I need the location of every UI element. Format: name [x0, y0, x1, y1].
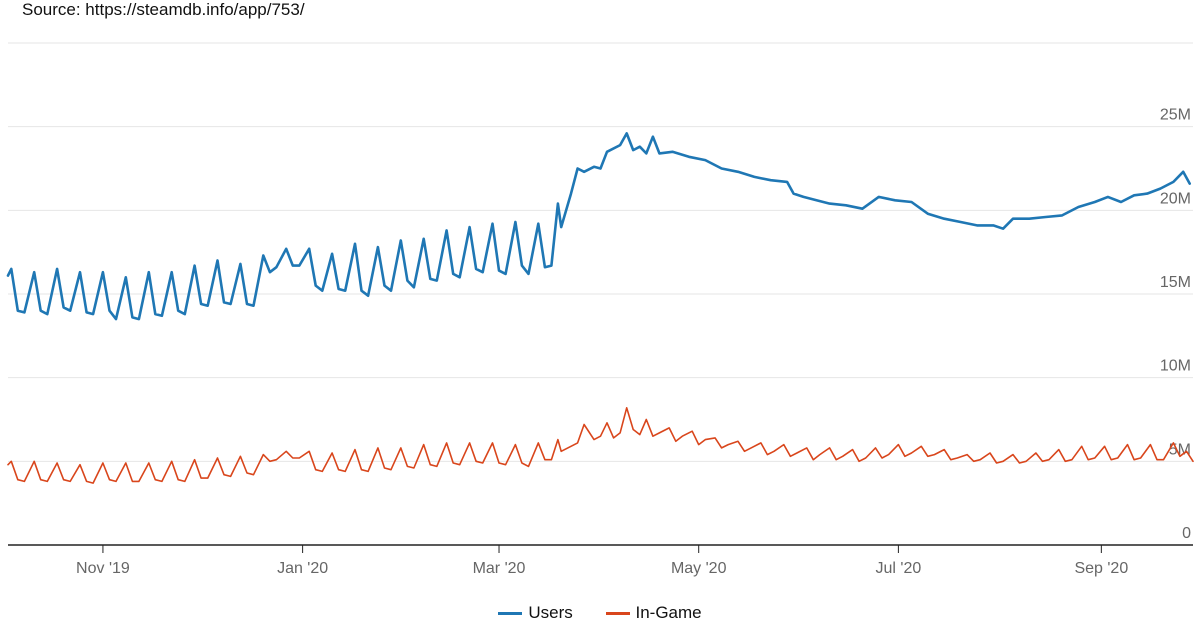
y-tick-label: 20M	[1160, 190, 1191, 207]
legend-swatch-users	[498, 611, 523, 615]
legend-item-in-game[interactable]: In-Game	[605, 602, 702, 623]
series-line-in-game	[7, 407, 1194, 484]
series-lines	[6, 132, 1194, 484]
y-tick-label: 15M	[1160, 274, 1191, 291]
source-label: Source: https://steamdb.info/app/753/	[22, 0, 305, 19]
legend: Users In-Game	[0, 602, 1200, 623]
x-tick-label: Mar '20	[473, 560, 526, 577]
series-line-users	[6, 132, 1191, 321]
legend-label-in-game: In-Game	[635, 602, 702, 622]
x-tick-label: Jan '20	[277, 560, 328, 577]
legend-item-users[interactable]: Users	[498, 602, 573, 623]
x-tick-label: Sep '20	[1074, 560, 1128, 577]
y-tick-label: 10M	[1160, 358, 1191, 375]
y-tick-label: 0	[1182, 525, 1191, 542]
y-tick-label: 25M	[1160, 107, 1191, 124]
gridlines	[8, 42, 1193, 462]
x-axis: Nov '19 Jan '20 Mar '20 May '20 Jul '20 Sep '…	[8, 544, 1193, 577]
x-tick-label: Nov '19	[76, 560, 130, 577]
x-tick-label: Jul '20	[876, 560, 922, 577]
x-tick-label: May '20	[671, 560, 727, 577]
legend-swatch-in-game	[605, 611, 630, 615]
legend-label-users: Users	[528, 602, 573, 622]
